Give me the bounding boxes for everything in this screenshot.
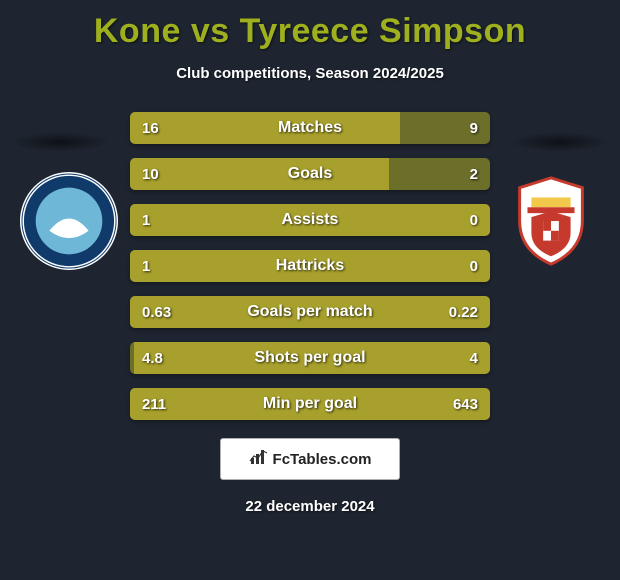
stat-value-right: 2 [458,158,490,190]
page-subtitle: Club competitions, Season 2024/2025 [0,65,620,82]
stat-fill-left [130,296,490,328]
shadow-right [510,132,610,152]
stat-fill-left [130,204,490,236]
page-title: Kone vs Tyreece Simpson [0,0,620,51]
stat-row: Goals102 [130,158,490,190]
stat-fill-right [130,388,490,420]
stat-row: Goals per match0.630.22 [130,296,490,328]
shadow-left [10,132,110,152]
comparison-content: Matches169 Goals102 Assists10 Hattricks10 Go… [0,112,620,420]
stevenage-crest-icon [502,172,600,270]
stat-row: Matches169 [130,112,490,144]
stats-bars: Matches169 Goals102 Assists10 Hattricks10 Go… [130,112,490,420]
stat-fill-left [130,112,400,144]
stat-row: Min per goal211643 [130,388,490,420]
stat-row: Assists10 [130,204,490,236]
stat-value-right: 9 [458,112,490,144]
stat-fill-right [134,342,490,374]
footer-chart-icon [249,448,269,471]
crest-left [20,172,118,270]
stat-fill-left [130,158,389,190]
stat-row: Hattricks10 [130,250,490,282]
stat-row: Shots per goal4.84 [130,342,490,374]
footer-brand-box: FcTables.com [220,438,400,480]
comparison-date: 22 december 2024 [0,498,620,515]
wycombe-wanderers-crest-icon [20,172,118,270]
stat-fill-left [130,250,490,282]
crest-right [502,172,600,270]
footer-brand-text: FcTables.com [273,451,372,468]
